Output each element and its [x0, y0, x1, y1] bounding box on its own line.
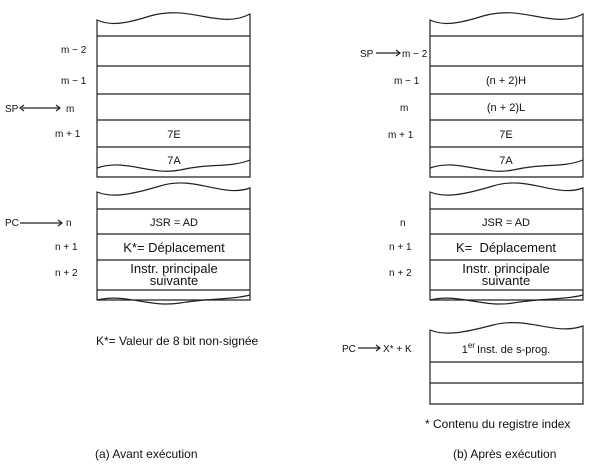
- prog-b-label-n-plus-1: n + 1: [389, 242, 412, 253]
- stack-b-label-m-minus-1: m − 1: [394, 76, 420, 87]
- stack-b-label-m-plus-1: m + 1: [388, 130, 414, 141]
- panel-a-note: K*= Valeur de 8 bit non-signée: [96, 334, 259, 348]
- stack-b-cell-7a: 7A: [499, 155, 513, 167]
- subprog-pointer-pc: PC: [342, 344, 356, 355]
- prog-a-label-n: n: [66, 218, 72, 229]
- panel-b: (n + 2)H (n + 2)L 7E 7A SP m − 2 m − 1 m…: [342, 12, 584, 461]
- panel-a: 7E 7A m − 2 m − 1 m + 1 SP m JSR = AD K*…: [5, 12, 259, 461]
- prog-a-cell-next-line2: suivante: [150, 273, 198, 288]
- panel-a-stack-block: 7E 7A: [96, 12, 251, 178]
- panel-a-program-block: JSR = AD K*= Déplacement Instr. principa…: [96, 182, 251, 305]
- subprog-first-instruction: 1er Inst. de s-prog.: [462, 341, 551, 356]
- stack-a-label-m-minus-2: m − 2: [61, 45, 87, 56]
- prog-b-cell-jsr: JSR = AD: [482, 217, 530, 229]
- stack-b-label-m-minus-2: m − 2: [402, 49, 428, 60]
- panel-b-note: * Contenu du registre index: [425, 417, 570, 431]
- stack-a-cell-7a: 7A: [167, 155, 181, 167]
- stack-a-label-m-minus-1: m − 1: [61, 76, 87, 87]
- prog-a-label-n-plus-2: n + 2: [55, 268, 78, 279]
- panel-b-program-block: JSR = AD K= Déplacement Instr. principal…: [429, 182, 584, 305]
- prog-a-cell-displacement: K*= Déplacement: [123, 240, 225, 255]
- stack-b-cell-7e: 7E: [499, 129, 512, 141]
- stack-a-label-m: m: [66, 104, 74, 115]
- prog-a-cell-next-line1: Instr. principale: [130, 261, 217, 276]
- prog-b-cell-next-line1: Instr. principale: [462, 261, 549, 276]
- prog-b-label-n: n: [400, 218, 406, 229]
- stack-a-pointer-sp: SP: [5, 104, 19, 115]
- subprog-address-label: X* + K: [383, 344, 412, 355]
- prog-b-cell-displacement: K= Déplacement: [456, 240, 556, 255]
- panel-a-caption: (a) Avant exécution: [95, 447, 198, 461]
- stack-b-cell-n2l: (n + 2)L: [487, 102, 525, 114]
- stack-a-cell-m-plus-1: 7E: [167, 129, 180, 141]
- stack-b-pointer-sp: SP: [360, 49, 374, 60]
- stack-a-label-m-plus-1: m + 1: [55, 129, 81, 140]
- panel-b-subprog-block: 1er Inst. de s-prog.: [429, 322, 584, 405]
- stack-b-label-m: m: [400, 103, 408, 114]
- prog-a-cell-jsr: JSR = AD: [150, 217, 198, 229]
- panel-b-caption: (b) Après exécution: [453, 447, 556, 461]
- prog-a-pointer-pc: PC: [5, 218, 19, 229]
- panel-b-stack-block: (n + 2)H (n + 2)L 7E 7A: [429, 12, 584, 178]
- stack-b-cell-n2h: (n + 2)H: [486, 75, 526, 87]
- prog-b-cell-next-line2: suivante: [482, 273, 530, 288]
- prog-a-label-n-plus-1: n + 1: [55, 242, 78, 253]
- prog-b-label-n-plus-2: n + 2: [389, 268, 412, 279]
